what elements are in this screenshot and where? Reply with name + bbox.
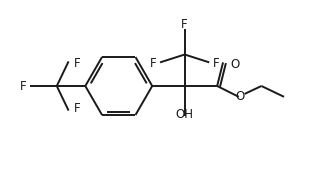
Text: F: F [182,18,188,31]
Text: OH: OH [176,108,194,121]
Text: O: O [230,58,239,71]
Text: O: O [235,90,245,103]
Text: F: F [213,57,220,70]
Text: F: F [20,79,26,93]
Text: F: F [149,57,156,70]
Text: F: F [74,57,80,70]
Text: F: F [74,102,80,115]
